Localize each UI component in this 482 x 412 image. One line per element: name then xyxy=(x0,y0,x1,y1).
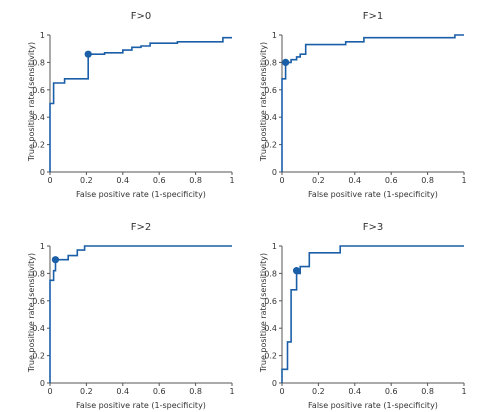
roc-panel-2: F>1 0 0.2 0.4 0.6 0.8 1 0 0.2 0.4 0.6 0.8 1 False pos… xyxy=(259,11,467,199)
y-tick-label: 0.6 xyxy=(32,86,45,95)
x-tick-label: 0.6 xyxy=(153,176,166,185)
y-tick-label: 0.4 xyxy=(264,324,277,333)
x-tick-label: 0.8 xyxy=(189,176,202,185)
x-tick-label: 0.6 xyxy=(385,387,398,396)
y-tick-label: 0.2 xyxy=(32,352,45,361)
y-tick-label: 0.2 xyxy=(264,352,277,361)
x-tick-label: 0.8 xyxy=(421,176,434,185)
panel-title: F>2 xyxy=(131,222,152,233)
y-tick-label: 0 xyxy=(272,379,277,388)
y-axis-label: True positive rate (sensitivity) xyxy=(259,42,268,162)
roc-curve xyxy=(281,245,464,383)
x-axis-label: False positive rate (1-specificity) xyxy=(76,401,206,410)
x-tick-label: 0.2 xyxy=(80,176,93,185)
roc-panel-1: F>0 0 0.2 0.4 0.6 0.8 1 0 0.2 0.4 0.6 0.8 1 False pos… xyxy=(27,11,235,199)
x-axis-label: False positive rate (1-specificity) xyxy=(308,401,438,410)
optimal-cutoff-marker xyxy=(292,267,301,275)
x-tick-label: 0.4 xyxy=(348,176,361,185)
roc-curve xyxy=(49,245,232,383)
y-tick-label: 0.4 xyxy=(264,113,277,122)
x-axis-label: False positive rate (1-specificity) xyxy=(308,190,438,199)
x-axis-label: False positive rate (1-specificity) xyxy=(76,190,206,199)
optimal-cutoff-marker xyxy=(51,256,60,264)
y-axis-label: True positive rate (sensitivity) xyxy=(259,253,268,373)
y-tick-label: 0.2 xyxy=(32,141,45,150)
roc-panel-4: F>3 0 0.2 0.4 0.6 0.8 1 0 0.2 0.4 0.6 0.8 1 False pos… xyxy=(259,222,467,410)
x-tick-label: 0 xyxy=(47,387,52,396)
y-tick-label: 0.6 xyxy=(32,297,45,306)
y-tick-label: 0.6 xyxy=(264,86,277,95)
x-tick-label: 1 xyxy=(461,387,466,396)
x-tick-label: 0 xyxy=(47,176,52,185)
y-tick-label: 1 xyxy=(272,31,277,40)
y-tick-label: 0.8 xyxy=(264,58,277,67)
roc-panel-3: F>2 0 0.2 0.4 0.6 0.8 1 0 0.2 0.4 0.6 0.8 1 False pos… xyxy=(27,222,235,410)
y-tick-label: 0.8 xyxy=(32,269,45,278)
y-tick-label: 0.8 xyxy=(32,58,45,67)
y-tick-label: 0.4 xyxy=(32,113,45,122)
y-tick-label: 1 xyxy=(40,31,45,40)
y-tick-label: 0 xyxy=(40,379,45,388)
y-tick-label: 1 xyxy=(40,242,45,251)
optimal-cutoff-marker xyxy=(84,50,92,58)
panel-title: F>3 xyxy=(363,222,384,233)
x-tick-label: 0.8 xyxy=(189,387,202,396)
roc-curve xyxy=(49,36,232,172)
x-tick-label: 0.4 xyxy=(116,387,129,396)
x-tick-label: 0.8 xyxy=(421,387,434,396)
optimal-cutoff-marker xyxy=(282,58,290,66)
y-tick-label: 0.2 xyxy=(264,141,277,150)
x-tick-label: 0.4 xyxy=(116,176,129,185)
y-tick-label: 0.4 xyxy=(32,324,45,333)
y-tick-label: 0.6 xyxy=(264,297,277,306)
x-tick-label: 0.2 xyxy=(80,387,93,396)
x-tick-label: 0 xyxy=(279,176,284,185)
panel-title: F>0 xyxy=(131,11,152,22)
x-tick-label: 0.2 xyxy=(312,387,325,396)
x-tick-label: 0.2 xyxy=(312,176,325,185)
x-tick-label: 1 xyxy=(229,387,234,396)
y-axis-label: True positive rate (sensitivity) xyxy=(27,42,36,162)
x-tick-label: 1 xyxy=(461,176,466,185)
y-tick-label: 0.8 xyxy=(264,269,277,278)
y-axis-label: True positive rate (sensitivity) xyxy=(27,253,36,373)
x-tick-label: 0 xyxy=(279,387,284,396)
x-tick-label: 1 xyxy=(229,176,234,185)
x-tick-label: 0.4 xyxy=(348,387,361,396)
y-tick-label: 0 xyxy=(272,168,277,177)
y-tick-label: 1 xyxy=(272,242,277,251)
x-tick-label: 0.6 xyxy=(153,387,166,396)
panel-title: F>1 xyxy=(363,11,384,22)
x-tick-label: 0.6 xyxy=(385,176,398,185)
roc-curve xyxy=(281,34,464,172)
y-tick-label: 0 xyxy=(40,168,45,177)
